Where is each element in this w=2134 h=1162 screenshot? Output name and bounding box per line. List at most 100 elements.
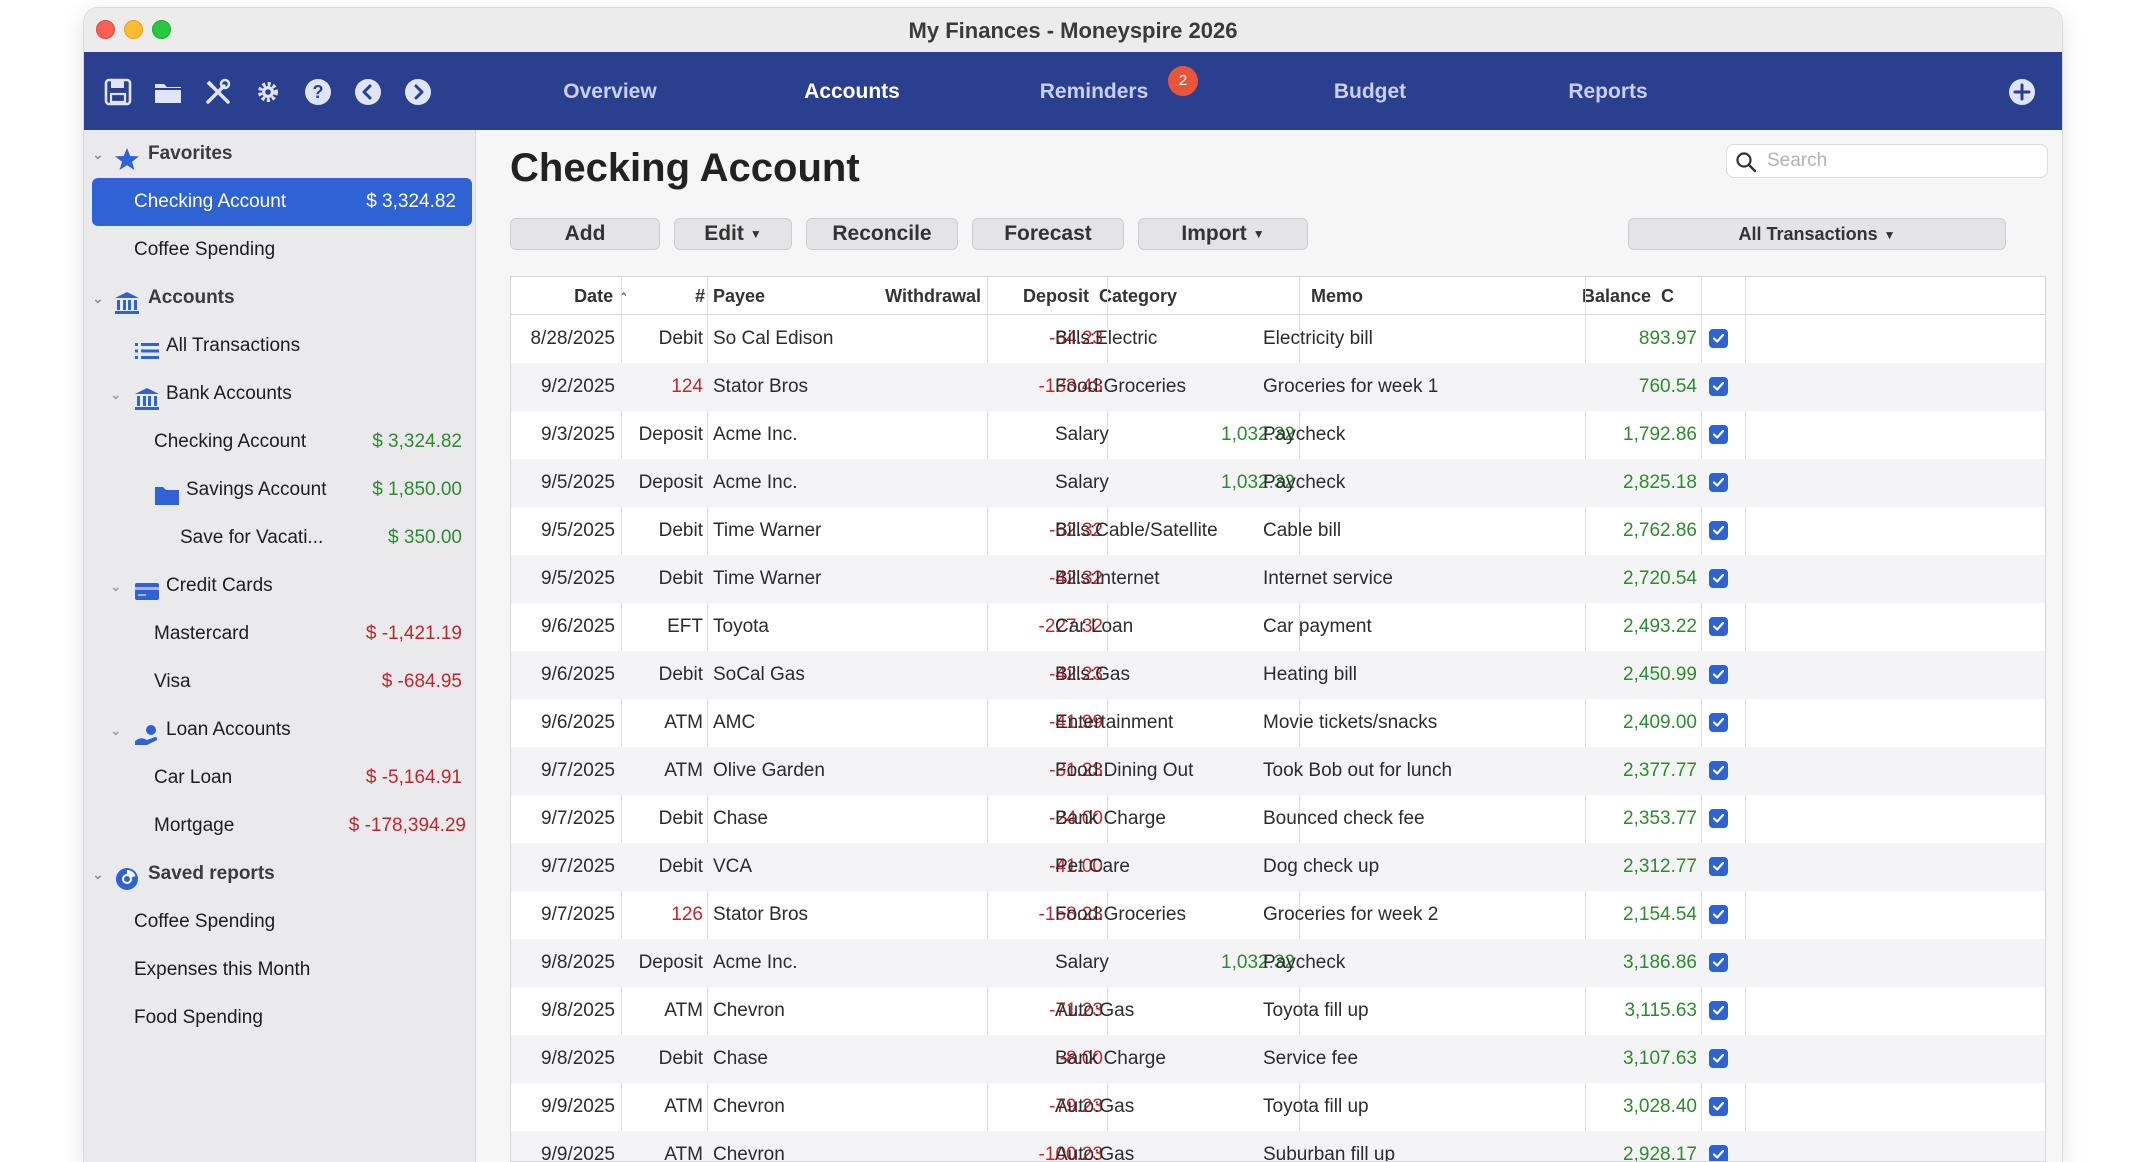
table-row[interactable]: 9/5/2025 Debit Time Warner -62.32 Bills:Cabl… (511, 507, 2045, 555)
cell-category[interactable]: Bank Charge (1055, 1048, 1166, 1069)
cell-payee[interactable]: Chevron (713, 1000, 785, 1021)
cell-payee[interactable]: Olive Garden (713, 760, 825, 781)
table-row[interactable]: 9/6/2025 EFT Toyota -227.32 Car Loan Car paym… (511, 603, 2045, 651)
cell-number[interactable]: Debit (658, 520, 703, 541)
cell-payee[interactable]: Chevron (713, 1144, 785, 1162)
cell-number[interactable]: Debit (658, 568, 703, 589)
cell-deposit[interactable]: 1,032.32 (1221, 952, 1295, 973)
cell-payee[interactable]: SoCal Gas (713, 664, 805, 685)
chevron-down-icon[interactable]: ⌄ (110, 578, 122, 594)
cell-memo[interactable]: Groceries for week 2 (1263, 904, 1439, 925)
sidebar-section-saved-reports[interactable]: ⌄ Saved reports (84, 850, 476, 898)
cleared-checkbox[interactable] (1709, 377, 1728, 396)
column-header-balance[interactable]: Balance (1581, 286, 1651, 306)
cell-memo[interactable]: Dog check up (1263, 856, 1380, 877)
cell-withdrawal[interactable]: -8.00 (1059, 1048, 1103, 1069)
cell-memo[interactable]: Movie tickets/snacks (1263, 712, 1438, 733)
import-button[interactable]: Import ▼ (1138, 218, 1308, 250)
cell-memo[interactable]: Bounced check fee (1263, 808, 1425, 829)
close-window-button[interactable] (96, 20, 115, 39)
cell-payee[interactable]: Time Warner (713, 568, 822, 589)
cell-balance[interactable]: 2,353.77 (1623, 808, 1697, 829)
cleared-checkbox[interactable] (1709, 425, 1728, 444)
cell-balance[interactable]: 2,762.86 (1623, 520, 1697, 541)
column-header-category[interactable]: Category (1099, 286, 1178, 306)
cell-date[interactable]: 9/5/2025 (541, 568, 615, 589)
sidebar-group-bank-accounts[interactable]: ⌄ Bank Accounts (84, 370, 476, 418)
cleared-checkbox[interactable] (1709, 569, 1728, 588)
cell-category[interactable]: Pet Care (1055, 856, 1130, 877)
table-row[interactable]: 9/2/2025 124 Stator Bros -133.43 Food:Grocer… (511, 363, 2045, 411)
tab-reports[interactable]: Reports (1568, 80, 1648, 103)
tab-budget[interactable]: Budget (1333, 80, 1407, 103)
chevron-down-icon[interactable]: ⌄ (110, 386, 122, 402)
chevron-down-icon[interactable]: ⌄ (92, 866, 104, 882)
sidebar-item-report-expenses-this-month[interactable]: Expenses this Month (84, 946, 476, 994)
table-row[interactable]: 9/5/2025 Debit Time Warner -42.32 Bills:Inte… (511, 555, 2045, 603)
cleared-checkbox[interactable] (1709, 761, 1728, 780)
cleared-checkbox[interactable] (1709, 617, 1728, 636)
cell-payee[interactable]: Stator Bros (713, 376, 809, 397)
cell-date[interactable]: 9/2/2025 (541, 376, 615, 397)
sidebar-item-favorite-coffee-spending[interactable]: Coffee Spending (84, 226, 476, 274)
add-button[interactable]: Add (510, 218, 660, 250)
cleared-checkbox[interactable] (1709, 521, 1728, 540)
cell-balance[interactable]: 2,312.77 (1623, 856, 1697, 877)
cell-date[interactable]: 9/7/2025 (541, 856, 615, 877)
table-row[interactable]: 9/6/2025 ATM AMC -41.99 Entertainment Movie t… (511, 699, 2045, 747)
cleared-checkbox[interactable] (1709, 905, 1728, 924)
cell-category[interactable]: Salary (1055, 952, 1109, 973)
cleared-checkbox[interactable] (1709, 665, 1728, 684)
cell-number[interactable]: ATM (664, 1000, 703, 1021)
cell-number[interactable]: Debit (658, 664, 703, 685)
cell-payee[interactable]: Acme Inc. (713, 952, 798, 973)
cell-category[interactable]: Auto:Gas (1055, 1144, 1135, 1162)
search-input[interactable] (1767, 147, 2037, 175)
sidebar-item-favorite-checking[interactable]: Checking Account $ 3,324.82 (92, 178, 472, 226)
cell-balance[interactable]: 2,720.54 (1623, 568, 1697, 589)
cell-withdrawal[interactable]: -41.99 (1049, 712, 1103, 733)
table-row[interactable]: 9/7/2025 Debit Chase -24.00 Bank Charge Bounc… (511, 795, 2045, 843)
cell-withdrawal[interactable]: -31.23 (1049, 760, 1103, 781)
cleared-checkbox[interactable] (1709, 809, 1728, 828)
cell-withdrawal[interactable]: -24.00 (1049, 808, 1103, 829)
table-row[interactable]: 9/7/2025 126 Stator Bros -158.23 Food:Grocer… (511, 891, 2045, 939)
reconcile-button[interactable]: Reconcile (806, 218, 958, 250)
cell-memo[interactable]: Suburban fill up (1263, 1144, 1396, 1162)
cell-number[interactable]: Deposit (638, 952, 703, 973)
cell-category[interactable]: Bills:Electric (1055, 328, 1158, 349)
column-header-withdrawal[interactable]: Withdrawal (885, 286, 981, 306)
table-row[interactable]: 9/8/2025 ATM Chevron -71.23 Auto:Gas Toyota f… (511, 987, 2045, 1035)
cell-date[interactable]: 9/7/2025 (541, 808, 615, 829)
chevron-down-icon[interactable]: ⌄ (92, 290, 104, 306)
cell-number[interactable]: ATM (664, 1144, 703, 1162)
cell-balance[interactable]: 2,409.00 (1623, 712, 1697, 733)
cell-balance[interactable]: 893.97 (1638, 328, 1697, 349)
cell-category[interactable]: Food:Groceries (1055, 376, 1186, 397)
cell-balance[interactable]: 1,792.86 (1623, 424, 1697, 445)
cell-memo[interactable]: Heating bill (1263, 664, 1357, 685)
cell-balance[interactable]: 2,928.17 (1623, 1144, 1697, 1162)
transaction-filter-dropdown[interactable]: All Transactions ▼ (1628, 218, 2006, 250)
cell-memo[interactable]: Internet service (1263, 568, 1393, 589)
cell-withdrawal[interactable]: -62.32 (1049, 520, 1103, 541)
cell-number[interactable]: ATM (664, 1096, 703, 1117)
table-row[interactable]: 9/6/2025 Debit SoCal Gas -42.23 Bills:Gas Hea… (511, 651, 2045, 699)
column-header-date[interactable]: Date ⌃ (511, 277, 629, 315)
cleared-checkbox[interactable] (1709, 1145, 1728, 1161)
cell-payee[interactable]: VCA (713, 856, 753, 877)
cell-date[interactable]: 9/6/2025 (541, 664, 615, 685)
cell-category[interactable]: Food:Dining Out (1055, 760, 1194, 781)
sidebar-item-checking-account[interactable]: Checking Account $ 3,324.82 (84, 418, 476, 466)
cell-category[interactable]: Auto:Gas (1055, 1000, 1135, 1021)
chevron-down-icon[interactable]: ⌄ (110, 722, 122, 738)
cell-date[interactable]: 9/5/2025 (541, 472, 615, 493)
cell-balance[interactable]: 760.54 (1638, 376, 1697, 397)
cleared-checkbox[interactable] (1709, 1049, 1728, 1068)
cell-withdrawal[interactable]: -79.23 (1049, 1096, 1103, 1117)
cell-payee[interactable]: Chevron (713, 1096, 785, 1117)
cell-category[interactable]: Food:Groceries (1055, 904, 1186, 925)
cell-balance[interactable]: 2,493.22 (1623, 616, 1697, 637)
cell-withdrawal[interactable]: -133.43 (1038, 376, 1103, 397)
cell-memo[interactable]: Took Bob out for lunch (1263, 760, 1453, 781)
